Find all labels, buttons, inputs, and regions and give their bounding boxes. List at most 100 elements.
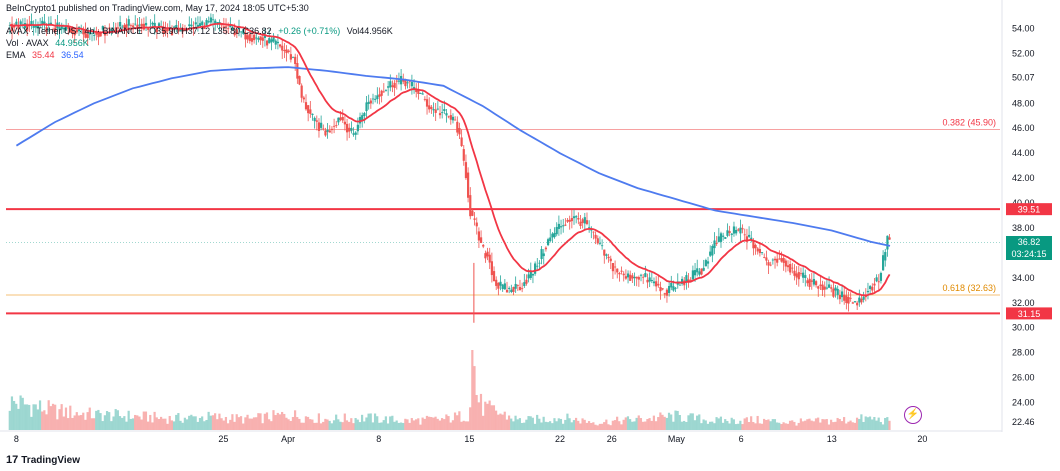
volume-bar — [477, 402, 480, 430]
candle-body — [402, 79, 405, 82]
candle-body — [776, 258, 779, 263]
volume-bar — [650, 420, 653, 430]
volume-bar — [151, 422, 154, 430]
volume-bar — [652, 415, 655, 430]
level-price-tag — [1006, 203, 1052, 216]
volume-bar — [10, 396, 14, 430]
volume-bar — [58, 409, 61, 430]
volume-bar — [715, 417, 718, 430]
candle-body — [194, 22, 197, 25]
candle-body — [430, 106, 433, 110]
candle-body — [205, 19, 208, 26]
volume-bar — [125, 421, 128, 430]
candle-body — [527, 274, 530, 279]
volume-bar — [516, 419, 519, 430]
volume-bar — [341, 422, 344, 430]
volume-bar — [263, 413, 266, 430]
volume-bar — [222, 420, 225, 430]
volume-bar — [609, 425, 612, 430]
volume-bar — [594, 424, 597, 430]
candle-body — [389, 81, 392, 88]
volume-bar — [155, 417, 158, 430]
volume-bar — [170, 420, 173, 430]
candle-body — [134, 23, 137, 25]
volume-bar — [140, 419, 143, 430]
candle-body — [691, 270, 694, 280]
volume-bar — [663, 416, 666, 430]
fib-level-label: 0.382 (45.90) — [942, 117, 996, 127]
volume-bar — [233, 421, 236, 430]
candle-body — [473, 218, 476, 220]
volume-bar — [367, 413, 370, 430]
candle-body — [84, 31, 87, 38]
volume-bar — [711, 421, 714, 430]
tradingview-logo[interactable]: 17 TradingView — [6, 454, 80, 466]
candle-body — [795, 273, 798, 278]
volume-bar — [43, 410, 46, 430]
volume-bar — [306, 416, 310, 430]
volume-bar — [417, 418, 420, 430]
candle-body — [819, 284, 822, 286]
volume-bar — [41, 411, 44, 430]
legend-symbol[interactable]: AVAX · Tether US · 4h · BINANCE — [6, 26, 143, 36]
legend-ema-label[interactable]: EMA — [6, 50, 26, 60]
candle-body — [71, 27, 74, 34]
volume-bar — [624, 417, 627, 430]
volume-bar — [203, 421, 206, 430]
candle-body — [136, 24, 139, 30]
volume-bar — [587, 421, 591, 430]
volume-bar — [99, 413, 102, 430]
ema-fast-line[interactable] — [9, 22, 891, 297]
volume-bar — [397, 422, 400, 430]
y-tick-label: 50.07 — [1012, 72, 1035, 82]
volume-bar — [430, 417, 433, 430]
candle-body — [540, 249, 543, 260]
volume-bar — [648, 418, 651, 430]
candle-body — [259, 36, 262, 41]
volume-bar — [570, 422, 573, 430]
volume-bar — [153, 411, 156, 430]
candle-body — [445, 113, 448, 116]
candle-body — [337, 117, 340, 123]
volume-bar — [678, 414, 681, 430]
volume-bar — [384, 416, 387, 430]
lightning-icon[interactable]: ⚡ — [904, 406, 922, 424]
candle-body — [423, 98, 426, 100]
candle-body — [153, 22, 156, 27]
candle-body — [804, 275, 807, 278]
volume-bar — [175, 414, 178, 430]
candle-body — [358, 116, 362, 124]
candle-body — [93, 35, 96, 36]
volume-bar — [278, 414, 282, 430]
candle-body — [555, 226, 558, 235]
candle-body — [814, 281, 818, 286]
volume-bar — [693, 420, 697, 430]
ema-slow-line[interactable] — [15, 66, 891, 247]
volume-bar — [159, 416, 163, 430]
volume-bar — [235, 414, 238, 430]
volume-bar — [183, 417, 186, 430]
candle-body — [821, 284, 824, 291]
volume-bar — [179, 420, 182, 430]
candle-body — [760, 252, 764, 253]
candle-body — [458, 127, 461, 135]
volume-bar — [633, 421, 636, 430]
candle-body — [622, 273, 625, 276]
candle-body — [566, 219, 569, 222]
volume-bar — [495, 410, 498, 430]
candle-body — [179, 29, 182, 32]
volume-bar — [17, 408, 20, 430]
candle-body — [103, 32, 107, 36]
x-tick-label: 8 — [14, 434, 19, 444]
candle-body — [283, 50, 286, 52]
candle-body — [298, 76, 301, 85]
volume-bar — [15, 403, 18, 430]
volume-bar — [557, 418, 560, 430]
volume-bar — [246, 414, 249, 430]
candle-body — [873, 283, 876, 286]
candle-body — [637, 277, 640, 280]
candle-body — [467, 172, 470, 198]
legend-vol-label[interactable]: Vol · AVAX — [6, 38, 49, 48]
candle-body — [802, 272, 805, 278]
